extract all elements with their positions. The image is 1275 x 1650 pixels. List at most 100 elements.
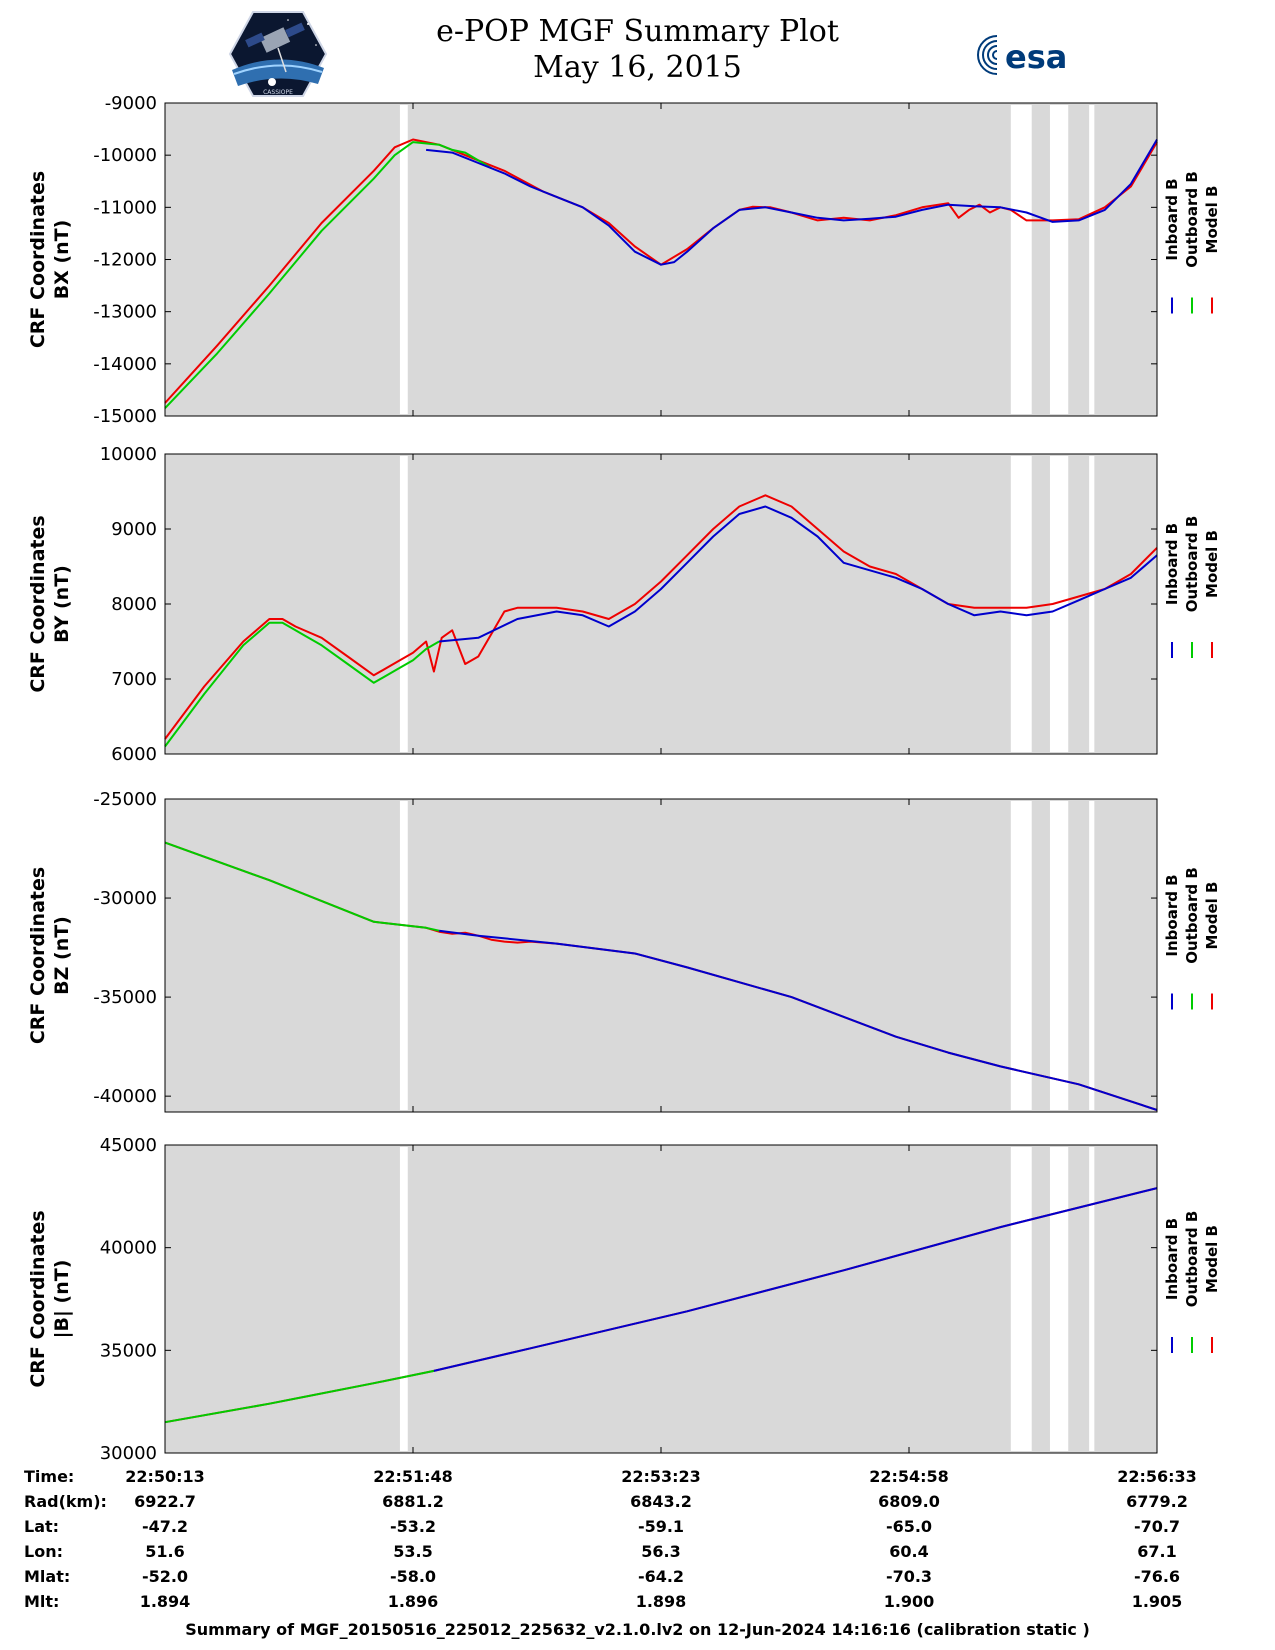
panel-bx-data-gap — [1089, 105, 1095, 414]
plot-title: e-POP MGF Summary Plot May 16, 2015 — [0, 14, 1275, 86]
panel-bz-ytick-label: -25000 — [93, 789, 157, 810]
plot-title-date: May 16, 2015 — [533, 50, 742, 85]
panel-bz-legend-inboard-b: Inboard B — [1163, 874, 1181, 956]
panel-by-data-gap — [1010, 456, 1032, 752]
panel-bz-data-gap — [399, 801, 408, 1110]
panel-bx-ytick-label: -15000 — [93, 406, 157, 427]
panel-b-ytick-label: 45000 — [100, 1135, 157, 1156]
panel-by-ytick-label: 6000 — [111, 744, 157, 765]
panel-by-legend-model-b: Model B — [1203, 530, 1221, 598]
panel-by-ytick-label: 10000 — [100, 444, 157, 465]
panel-b-series-inboard-b — [433, 1187, 1158, 1372]
panel-b-data-gap — [1049, 1147, 1069, 1451]
svg-text:CASSIOPE: CASSIOPE — [263, 89, 293, 96]
panel-by-series-outboard-b — [164, 621, 440, 748]
footer-value-mlat: -52.0 — [142, 1567, 188, 1586]
panel-bx-legend-inboard-b: Inboard B — [1163, 178, 1181, 260]
footer-value-mlt: 1.905 — [1132, 1592, 1183, 1611]
footer-value-lat: -70.7 — [1134, 1517, 1180, 1536]
footer-value-time: 22:56:33 — [1117, 1467, 1197, 1486]
panel-by-legend-outboard-b: Outboard B — [1183, 516, 1201, 613]
panel-by-data-gap — [399, 456, 408, 752]
footer-value-rad-km: 6779.2 — [1126, 1492, 1188, 1511]
footer-value-lat: -59.1 — [638, 1517, 684, 1536]
panel-bx-ytick-label: -11000 — [93, 197, 157, 218]
footer-value-mlat: -64.2 — [638, 1567, 684, 1586]
panel-bx-data-gap — [1010, 105, 1032, 414]
footer-label-lon: Lon: — [24, 1542, 63, 1561]
footer-label-mlt: Mlt: — [24, 1592, 59, 1611]
panel-bx-legend-outboard-b: Outboard B — [1183, 171, 1201, 268]
footer-value-lon: 51.6 — [145, 1542, 184, 1561]
panel-b-ytick-label: 40000 — [100, 1238, 157, 1259]
panel-bz-series-outboard-b — [164, 841, 440, 932]
panel-bx-ytick-label: -12000 — [93, 250, 157, 271]
footer-value-time: 22:50:13 — [125, 1467, 205, 1486]
panel-by-background — [165, 454, 1157, 754]
footer-value-rad-km: 6881.2 — [382, 1492, 444, 1511]
panel-b-ylabel-line1: CRF Coordinates — [27, 1210, 49, 1387]
panel-b-data-gap — [1010, 1147, 1032, 1451]
footer-value-mlat: -58.0 — [390, 1567, 436, 1586]
epop-mission-logo: CASSIOPE — [228, 10, 328, 98]
panel-bz-ylabel-line1: CRF Coordinates — [27, 867, 49, 1044]
footer-value-lon: 60.4 — [889, 1542, 928, 1561]
panel-b-legend-model-b: Model B — [1203, 1225, 1221, 1293]
panel-bz-ytick-label: -35000 — [93, 987, 157, 1008]
panel-bz-frame — [164, 798, 1158, 1113]
panel-b-background — [165, 1145, 1157, 1453]
header: CASSIOPE e-POP MGF Summary Plot May 16, … — [0, 0, 1275, 100]
panel-bz-data-gap — [1089, 801, 1095, 1110]
panel-bx-series-outboard-b — [164, 141, 492, 409]
footer-value-lon: 56.3 — [641, 1542, 680, 1561]
footer-label-rad-km: Rad(km): — [24, 1492, 107, 1511]
panel-bz-legend-model-b: Model B — [1203, 882, 1221, 950]
panel-bx-series-inboard-b — [425, 138, 1158, 266]
panel-bx-ylabel-line2: BX (nT) — [51, 220, 73, 300]
panel-b-ytick-label: 30000 — [100, 1443, 157, 1464]
footer-value-mlt: 1.894 — [140, 1592, 191, 1611]
panel-b-ylabel-line2: |B| (nT) — [51, 1260, 73, 1339]
footer-label-mlat: Mlat: — [24, 1567, 70, 1586]
panel-bz-series-inboard-b — [438, 929, 1158, 1111]
panel-by-series-inboard-b — [439, 505, 1158, 643]
panel-by-legend-inboard-b: Inboard B — [1163, 523, 1181, 605]
panel-by-ytick-label: 8000 — [111, 594, 157, 615]
panel-bx-ytick-label: -9000 — [105, 93, 157, 114]
footer-value-mlt: 1.898 — [636, 1592, 687, 1611]
panel-bx-legend-model-b: Model B — [1203, 186, 1221, 254]
panel-bz-ylabel-line2: BZ (nT) — [51, 916, 73, 995]
panel-bx-background — [165, 103, 1157, 416]
footer-value-lon: 67.1 — [1137, 1542, 1176, 1561]
panel-b-data-gap — [399, 1147, 408, 1451]
footer-value-rad-km: 6922.7 — [134, 1492, 196, 1511]
panel-b-ytick-label: 35000 — [100, 1340, 157, 1361]
panel-b-legend-outboard-b: Outboard B — [1183, 1211, 1201, 1308]
footer-value-lat: -65.0 — [886, 1517, 932, 1536]
footer-label-time: Time: — [24, 1467, 74, 1486]
footer-value-lat: -53.2 — [390, 1517, 436, 1536]
footer-value-mlat: -70.3 — [886, 1567, 932, 1586]
panel-by-ytick-label: 7000 — [111, 669, 157, 690]
footer-value-lon: 53.5 — [393, 1542, 432, 1561]
panel-b-frame — [164, 1144, 1158, 1454]
panel-bz-legend-outboard-b: Outboard B — [1183, 867, 1201, 964]
panel-b-data-gap — [1089, 1147, 1095, 1451]
footer-value-mlt: 1.896 — [388, 1592, 439, 1611]
panel-bx-ylabel-line1: CRF Coordinates — [27, 171, 49, 348]
panel-by-series-model-b — [164, 494, 1158, 740]
footer-label-lat: Lat: — [24, 1517, 59, 1536]
panel-bz-data-gap — [1049, 801, 1069, 1110]
panel-by-ytick-label: 9000 — [111, 519, 157, 540]
panel-bx-ytick-label: -10000 — [93, 145, 157, 166]
panel-bx-data-gap — [399, 105, 408, 414]
panel-b-series-outboard-b — [164, 1369, 435, 1424]
panel-b-legend-inboard-b: Inboard B — [1163, 1218, 1181, 1300]
panel-bx-ytick-label: -14000 — [93, 354, 157, 375]
footer-value-rad-km: 6809.0 — [878, 1492, 940, 1511]
plot-title-line1: e-POP MGF Summary Plot — [436, 14, 839, 49]
panel-by-ylabel-line1: CRF Coordinates — [27, 515, 49, 692]
footer-caption: Summary of MGF_20150516_225012_225632_v2… — [185, 1620, 1090, 1639]
panel-bz-data-gap — [1010, 801, 1032, 1110]
